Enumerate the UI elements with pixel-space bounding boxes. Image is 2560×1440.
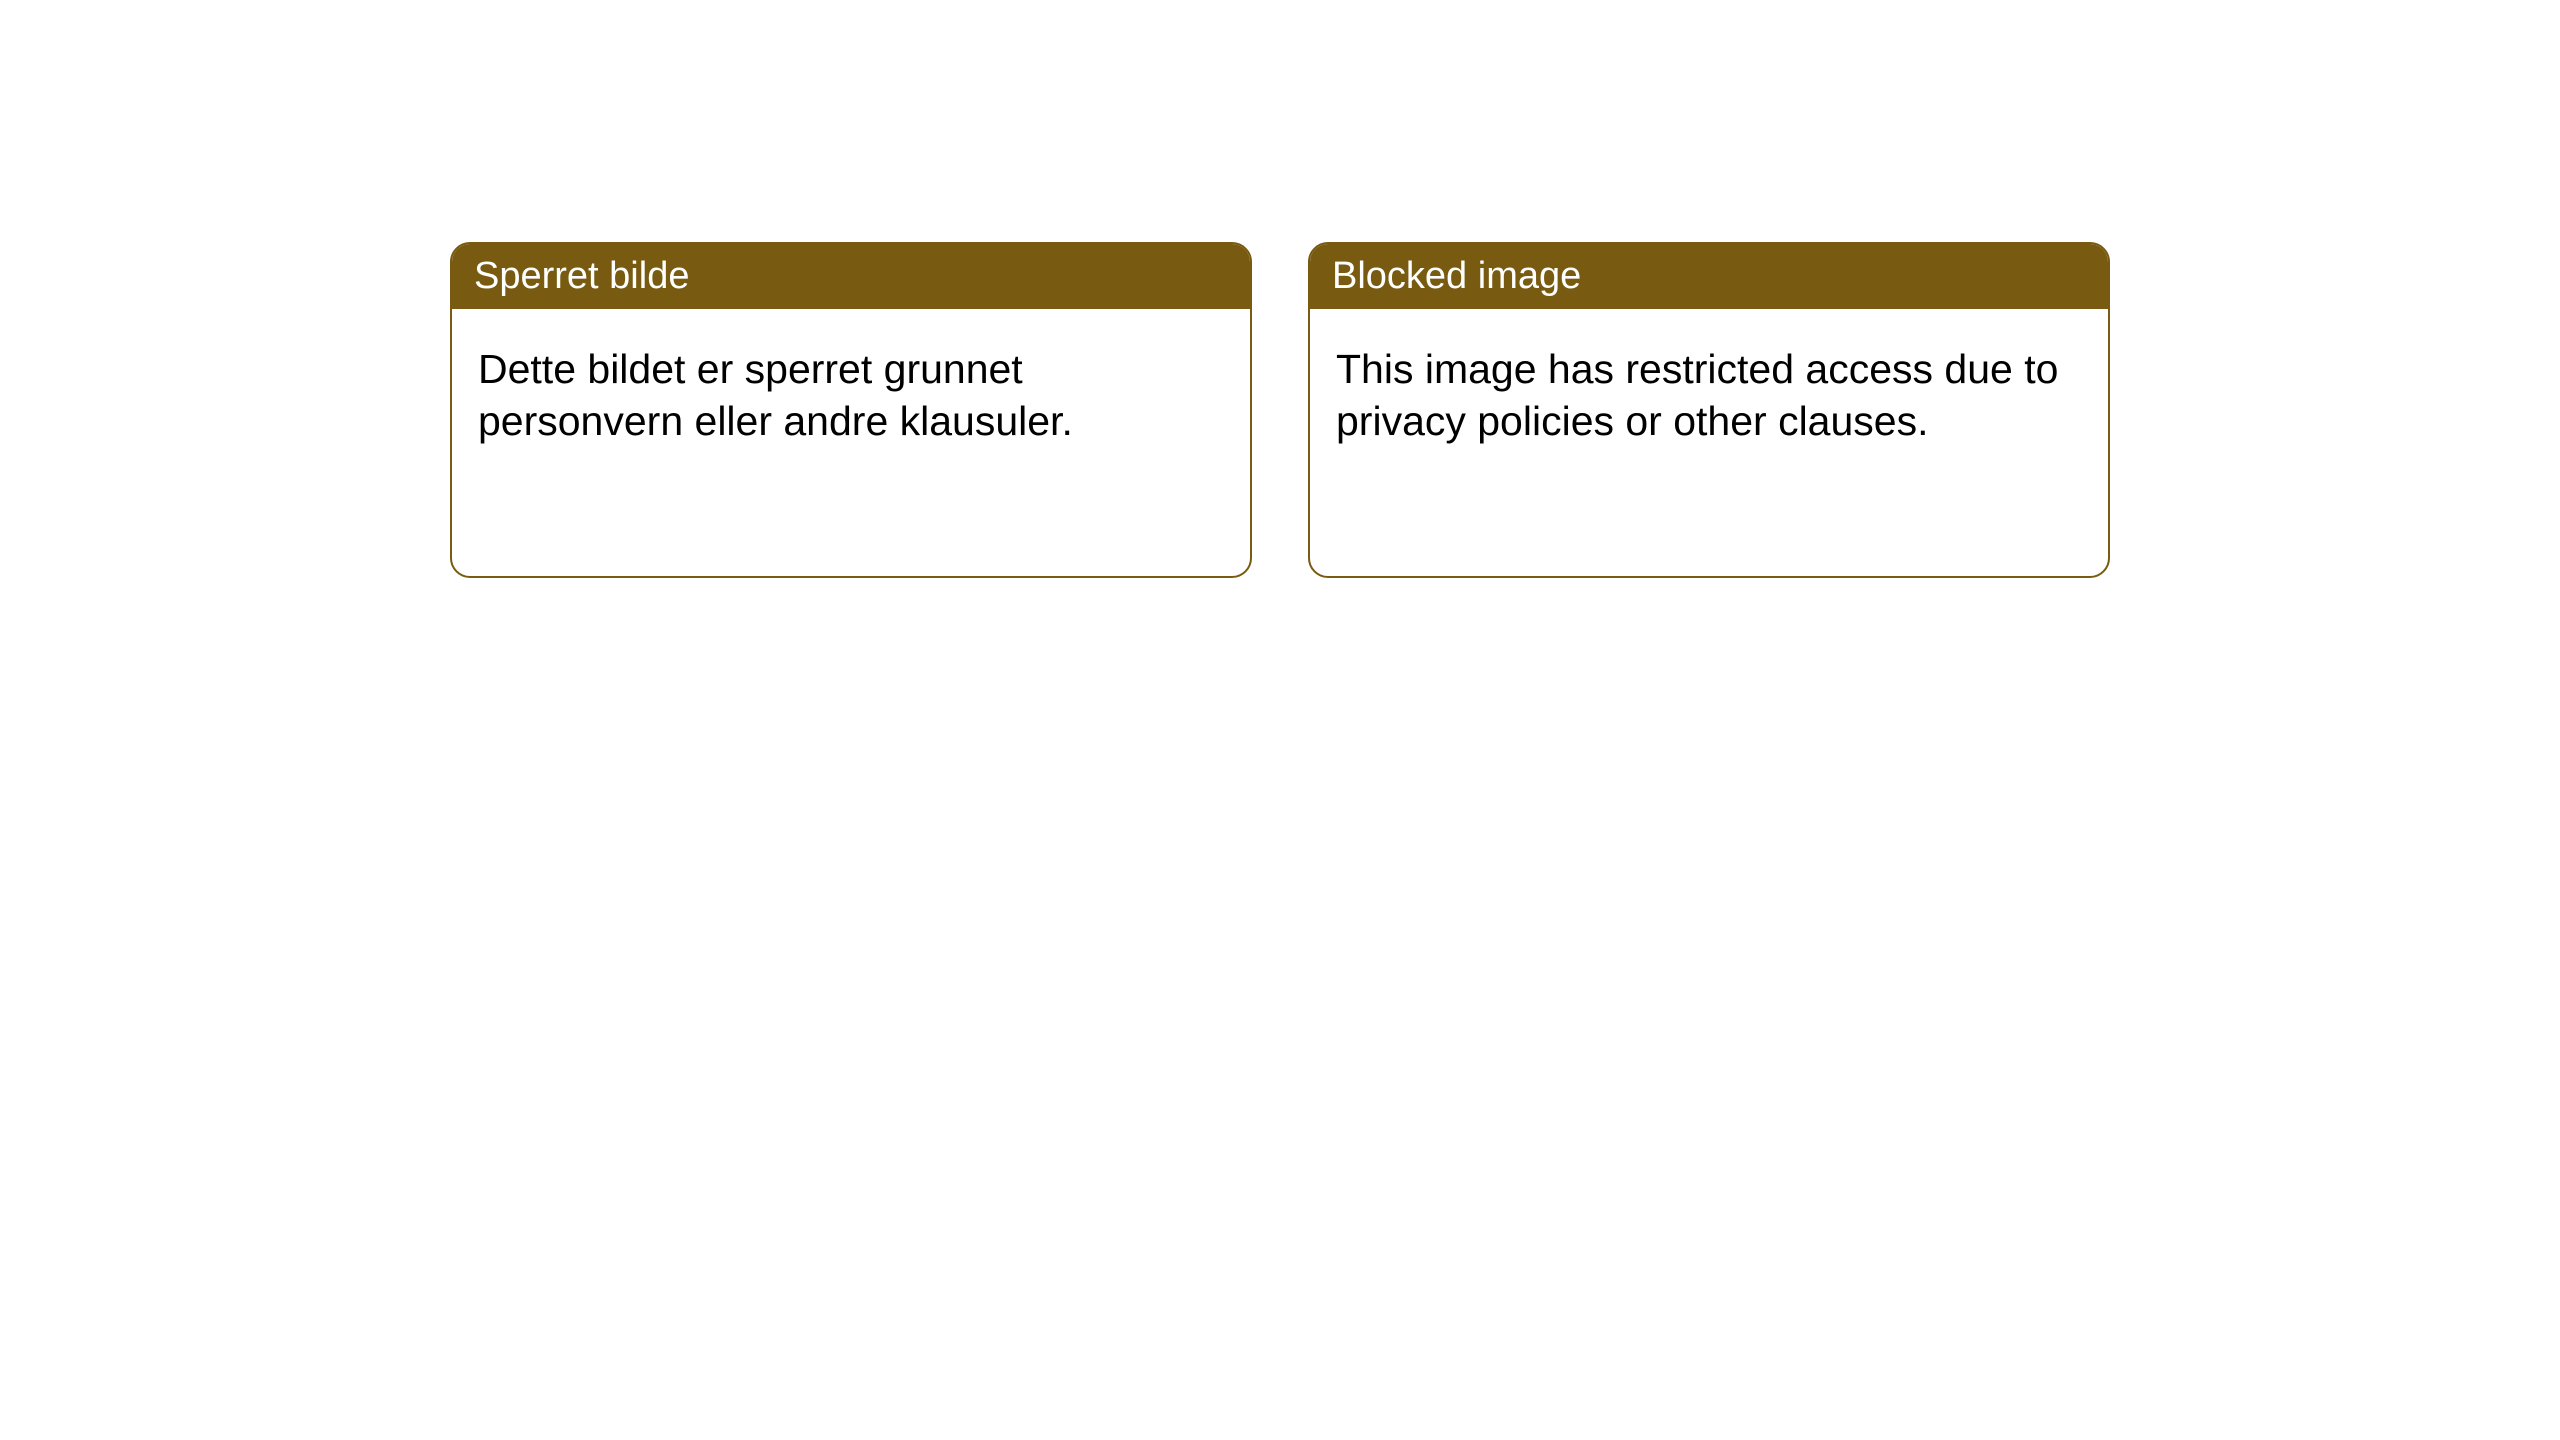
panel-header-no: Sperret bilde	[452, 244, 1250, 309]
panel-body-no: Dette bildet er sperret grunnet personve…	[452, 309, 1250, 481]
blocked-image-panel-no: Sperret bilde Dette bildet er sperret gr…	[450, 242, 1252, 578]
panel-body-en: This image has restricted access due to …	[1310, 309, 2108, 481]
panels-container: Sperret bilde Dette bildet er sperret gr…	[0, 0, 2560, 578]
blocked-image-panel-en: Blocked image This image has restricted …	[1308, 242, 2110, 578]
panel-header-en: Blocked image	[1310, 244, 2108, 309]
